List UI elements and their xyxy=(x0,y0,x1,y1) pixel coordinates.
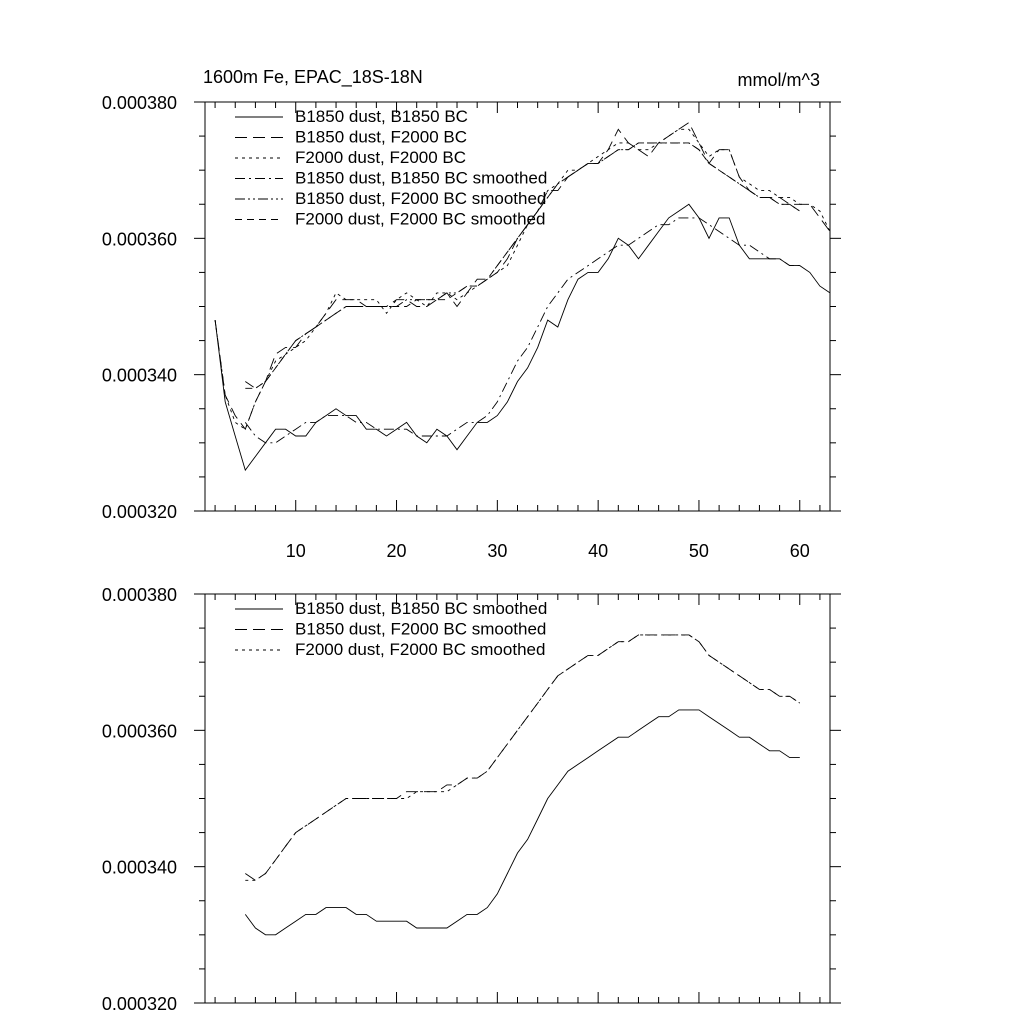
x-tick-label: 60 xyxy=(790,541,810,561)
series-line xyxy=(214,128,831,430)
series-line xyxy=(245,634,801,881)
legend-label: F2000 dust, F2000 BC xyxy=(295,148,466,167)
legend-label: B1850 dust, F2000 BC xyxy=(295,128,467,147)
y-tick-label: 0.000340 xyxy=(102,858,177,878)
legend-label: B1850 dust, F2000 BC smoothed xyxy=(295,189,546,208)
legend-label: F2000 dust, F2000 BC smoothed xyxy=(295,640,545,659)
x-tick-label: 20 xyxy=(387,541,407,561)
legend-label: F2000 dust, F2000 BC smoothed xyxy=(295,210,545,229)
legend-label: B1850 dust, B1850 BC smoothed xyxy=(295,599,547,618)
legend-label: B1850 dust, F2000 BC smoothed xyxy=(295,620,546,639)
legend-label: B1850 dust, B1850 BC xyxy=(295,107,468,126)
x-tick-label: 40 xyxy=(588,541,608,561)
series-line xyxy=(245,634,801,881)
y-tick-label: 0.000360 xyxy=(102,721,177,741)
series-line xyxy=(244,709,800,936)
series-line xyxy=(245,142,801,389)
chart-panel-2: 0.000320 0.000340 0.000360 0.000380 B1850 du… xyxy=(102,585,841,1014)
panel1-units: mmol/m^3 xyxy=(738,70,820,90)
y-tick-label: 0.000320 xyxy=(102,994,177,1014)
y-tick-label: 0.000320 xyxy=(102,502,177,522)
series-line xyxy=(244,217,800,444)
y-tick-label: 0.000340 xyxy=(102,366,177,386)
x-tick-label: 10 xyxy=(286,541,306,561)
y-tick-label: 0.000380 xyxy=(102,93,177,113)
panel1-title: 1600m Fe, EPAC_18S-18N xyxy=(203,67,423,88)
legend-label: B1850 dust, B1850 BC smoothed xyxy=(295,169,547,188)
x-tick-label: 30 xyxy=(487,541,507,561)
y-tick-label: 0.000380 xyxy=(102,585,177,605)
chart-panel-1: 10 20 30 40 50 60 0.000320 0.000340 0.000360 0.00… xyxy=(102,93,841,561)
x-tick-label: 50 xyxy=(689,541,709,561)
y-tick-label: 0.000360 xyxy=(102,229,177,249)
